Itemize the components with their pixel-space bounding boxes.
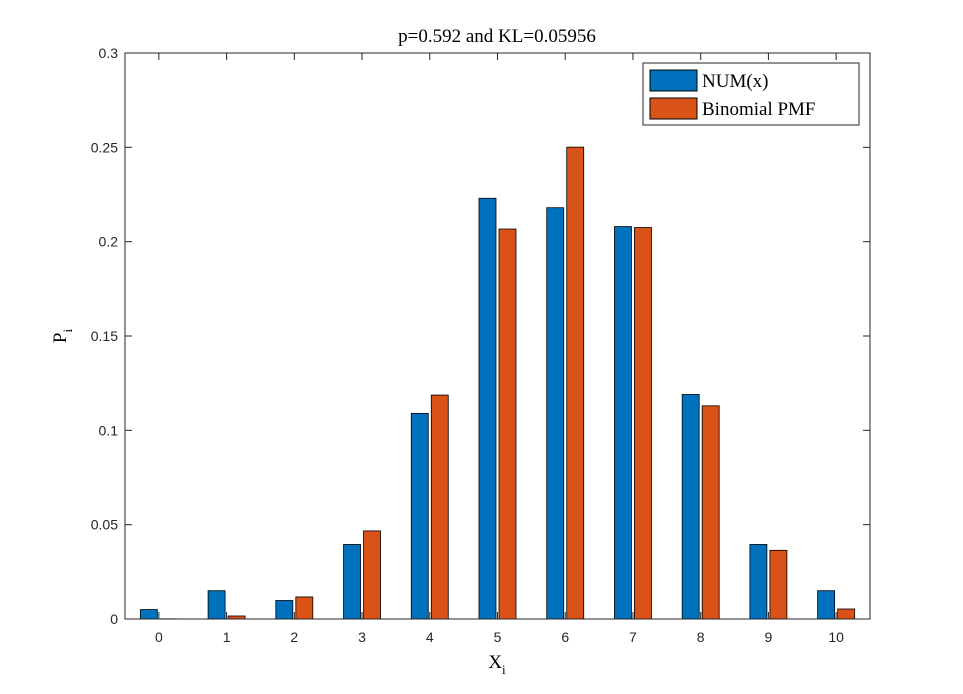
bars-group xyxy=(139,146,856,620)
bar-binomial-10 xyxy=(837,608,856,620)
bar-num-1 xyxy=(207,590,226,620)
legend-label-num: NUM(x) xyxy=(702,71,769,92)
x-tick-label: 0 xyxy=(155,629,163,645)
x-tick-label: 3 xyxy=(358,629,366,645)
x-tick-label: 8 xyxy=(697,629,705,645)
bar-num-9 xyxy=(749,544,768,620)
bar-num-4 xyxy=(410,412,429,620)
x-tick-label: 9 xyxy=(765,629,773,645)
y-tick-label: 0 xyxy=(110,611,118,627)
bar-num-2 xyxy=(275,600,294,620)
bar-binomial-7 xyxy=(634,227,652,620)
bar-num-10 xyxy=(817,590,836,620)
y-tick-label: 0.25 xyxy=(91,139,118,155)
legend-swatch-num xyxy=(649,69,698,92)
y-tick-label: 0.15 xyxy=(91,328,118,344)
y-axis-label-sub: i xyxy=(60,329,75,333)
x-tick-label: 10 xyxy=(828,629,844,645)
x-axis-label: Xi xyxy=(488,652,506,677)
bar-num-8 xyxy=(681,394,700,620)
legend: NUM(x) Binomial PMF xyxy=(642,62,860,126)
bar-binomial-6 xyxy=(566,146,585,620)
x-tick-label: 1 xyxy=(223,629,231,645)
y-tick-label: 0.3 xyxy=(99,45,119,61)
y-axis-label: Pi xyxy=(50,329,75,344)
axes-group: 0 0.05 0.1 0.15 0.2 0.25 0.3 0 1 2 3 4 5 6 7 8 9 10 xyxy=(91,45,871,645)
y-tick-label: 0.05 xyxy=(91,517,118,533)
chart-title: p=0.592 and KL=0.05956 xyxy=(398,26,596,47)
bar-binomial-2 xyxy=(295,596,314,620)
x-tick-label: 4 xyxy=(426,629,434,645)
y-axis-label-main: P xyxy=(50,333,71,344)
bar-binomial-4 xyxy=(430,394,449,620)
bar-num-5 xyxy=(478,197,497,620)
x-tick-label: 5 xyxy=(494,629,502,645)
x-tick-label: 6 xyxy=(561,629,569,645)
bar-binomial-3 xyxy=(363,530,381,620)
x-tick-label: 7 xyxy=(629,629,637,645)
plot-area xyxy=(125,53,870,619)
bar-num-3 xyxy=(343,544,361,620)
y-tick-label: 0.2 xyxy=(99,234,119,250)
y-tick-label: 0.1 xyxy=(99,422,119,438)
bar-num-6 xyxy=(546,207,565,620)
bar-num-7 xyxy=(614,226,632,620)
legend-label-binomial: Binomial PMF xyxy=(702,99,816,120)
bar-num-0 xyxy=(139,609,158,620)
x-axis-label-main: X xyxy=(488,652,502,673)
x-tick-label: 2 xyxy=(290,629,298,645)
bar-binomial-8 xyxy=(701,405,720,620)
bar-binomial-9 xyxy=(769,549,788,620)
bar-binomial-5 xyxy=(498,228,517,620)
legend-swatch-binomial xyxy=(649,97,698,120)
x-axis-label-sub: i xyxy=(502,662,506,677)
